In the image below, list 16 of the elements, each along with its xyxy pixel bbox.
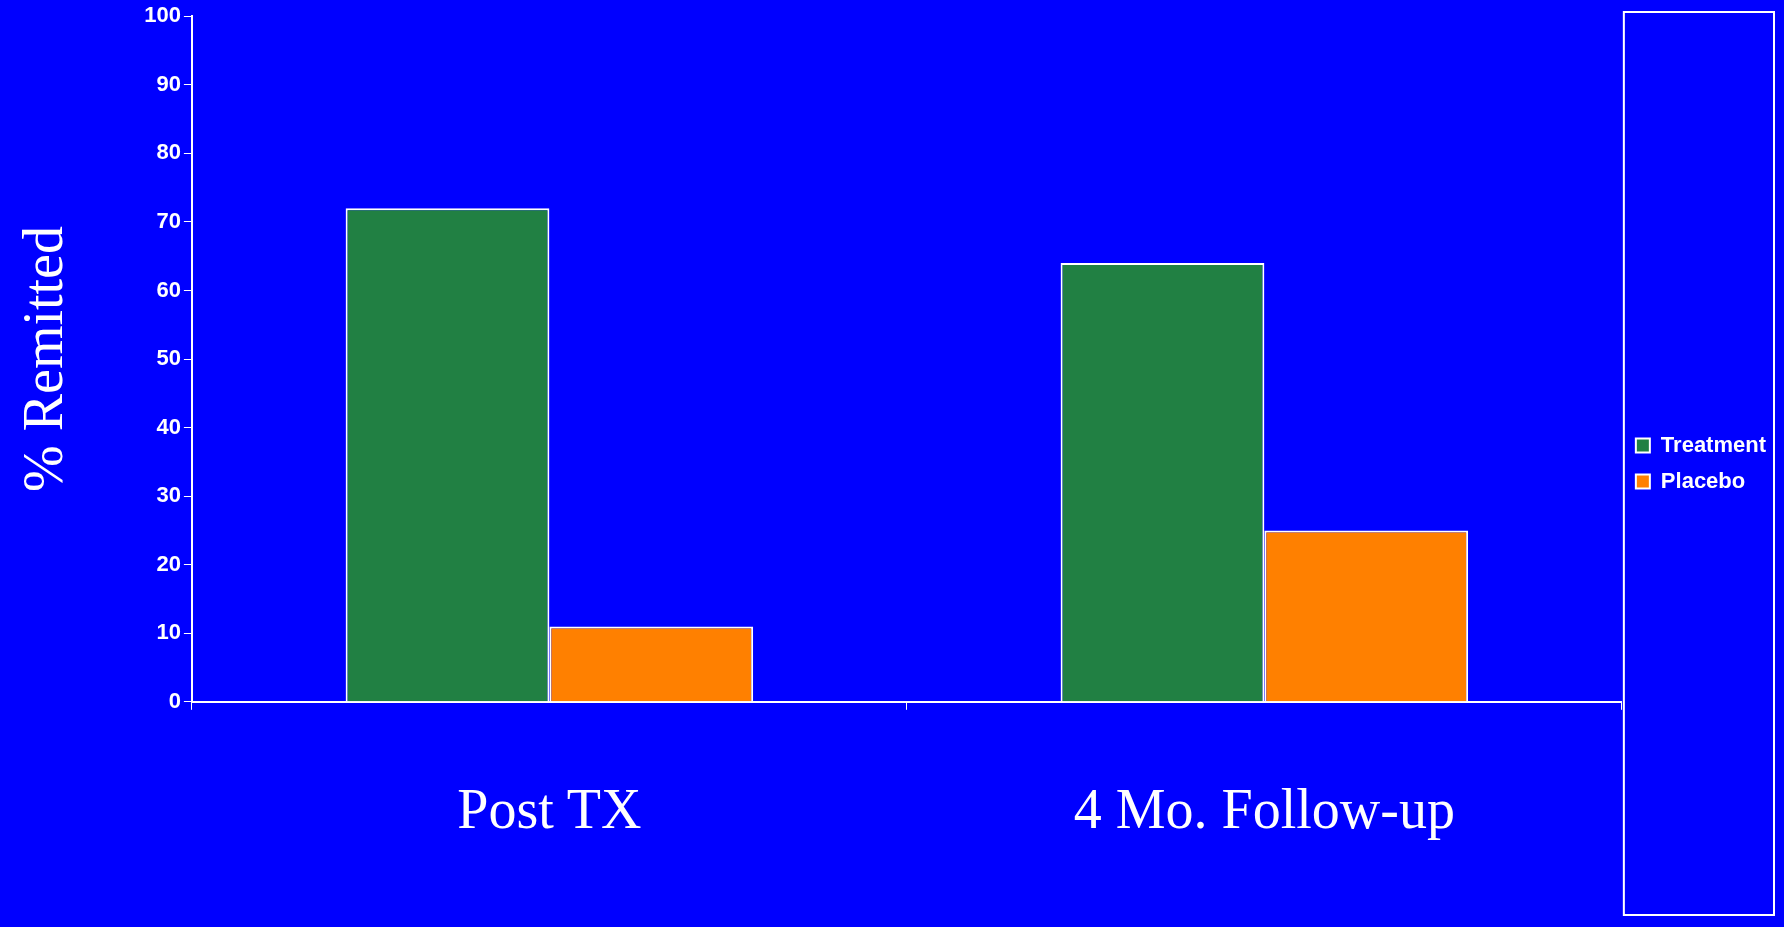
y-tick-label: 100	[144, 2, 181, 28]
y-axis-title: % Remitted	[12, 226, 75, 492]
y-tick-label: 90	[156, 70, 181, 96]
x-tick-label: 4 Mo. Follow-up	[1073, 778, 1455, 841]
y-tick-label: 70	[156, 207, 181, 233]
x-tick-label: Post TX	[457, 778, 642, 841]
y-tick-label: 0	[168, 687, 181, 713]
y-tick-label: 60	[156, 276, 181, 302]
legend-label: Placebo	[1660, 467, 1746, 493]
y-tick-label: 10	[156, 619, 181, 645]
y-tick-label: 80	[156, 139, 181, 165]
y-tick-label: 30	[156, 482, 181, 508]
y-tick-label: 40	[156, 413, 181, 439]
y-tick-label: 50	[156, 345, 181, 371]
y-tick-label: 20	[156, 550, 181, 576]
legend-label: Treatment	[1660, 431, 1767, 457]
